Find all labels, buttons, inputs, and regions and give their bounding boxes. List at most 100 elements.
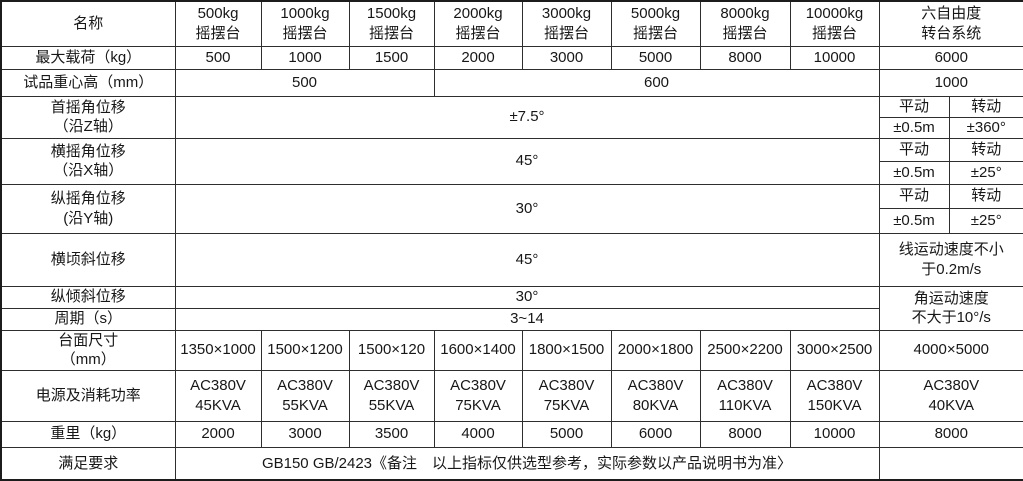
header-platform-1000kg: 1000kg 摇摆台 xyxy=(260,0,350,47)
max-load-value: 3000 xyxy=(521,45,612,70)
yaw-translation-value: ±0.5m xyxy=(878,116,950,139)
power-value-6dof: AC380V 40KVA xyxy=(878,369,1023,422)
row-roll: 横摇角位移 （沿X轴） 45° 平动 转动 xyxy=(0,137,1023,185)
pitch-translation-header: 平动 xyxy=(878,183,950,209)
header-6dof-system: 六自由度 转台系统 xyxy=(878,0,1023,47)
table-size-value: 1500×120 xyxy=(348,329,435,371)
weight-label: 重里（kg） xyxy=(0,420,176,448)
row-period: 周期（s） 3~14 xyxy=(0,307,1023,331)
header-platform-5000kg: 5000kg 摇摆台 xyxy=(610,0,701,47)
cg-height-label: 试品重心高（mm） xyxy=(0,68,176,97)
max-load-value: 5000 xyxy=(610,45,701,70)
requirement-label: 满足要求 xyxy=(0,446,176,481)
angular-speed-note: 角运动速度 不大于10°/s xyxy=(878,285,1023,331)
power-value: AC380V 75KVA xyxy=(433,369,523,422)
header-platform-3000kg: 3000kg 摇摆台 xyxy=(521,0,612,47)
row-power: 电源及消耗功率 AC380V 45KVA AC380V 55KVA AC380V… xyxy=(0,369,1023,422)
row-lateral-tilt: 横顷斜位移 45° 线运动速度不小 于0.2m/s xyxy=(0,232,1023,287)
period-label: 周期（s） xyxy=(0,307,176,331)
max-load-value: 1500 xyxy=(348,45,435,70)
weight-value: 6000 xyxy=(610,420,701,448)
roll-main-value: 45° xyxy=(174,137,880,185)
yaw-label: 首摇角位移 （沿Z轴） xyxy=(0,95,176,139)
roll-translation-value: ±0.5m xyxy=(878,160,950,185)
max-load-value: 10000 xyxy=(789,45,880,70)
header-platform-1500kg: 1500kg 摇摆台 xyxy=(348,0,435,47)
pitch-rotation-header: 转动 xyxy=(948,183,1023,209)
row-roll-sub: ±0.5m ±25° xyxy=(1,160,1023,185)
table-size-value: 2000×1800 xyxy=(610,329,701,371)
power-value: AC380V 55KVA xyxy=(348,369,435,422)
max-load-value-6dof: 6000 xyxy=(878,45,1023,70)
cg-height-value-small: 500 xyxy=(174,68,435,97)
table-size-value: 1350×1000 xyxy=(174,329,262,371)
row-requirement: 满足要求 GB150 GB/2423《备注 以上指标仅供选型参考，实际参数以产品… xyxy=(0,446,1023,481)
weight-value: 2000 xyxy=(174,420,262,448)
row-yaw: 首摇角位移 （沿Z轴） ±7.5° 平动 转动 xyxy=(0,95,1023,139)
long-tilt-main-value: 30° xyxy=(174,285,880,309)
row-weight: 重里（kg） 2000 3000 3500 4000 5000 6000 800… xyxy=(0,420,1023,448)
yaw-rotation-header: 转动 xyxy=(948,95,1023,118)
table-size-value-6dof: 4000×5000 xyxy=(878,329,1023,371)
power-value: AC380V 75KVA xyxy=(521,369,612,422)
table-size-value: 2500×2200 xyxy=(699,329,791,371)
row-pitch: 纵摇角位移 (沿Y轴) 30° 平动 转动 xyxy=(0,183,1023,234)
power-value: AC380V 110KVA xyxy=(699,369,791,422)
row-cg-height: 试品重心高（mm） 500 600 1000 xyxy=(0,68,1023,97)
power-value: AC380V 150KVA xyxy=(789,369,880,422)
weight-value: 8000 xyxy=(699,420,791,448)
lateral-tilt-label: 横顷斜位移 xyxy=(0,232,176,287)
requirement-empty-cell xyxy=(878,446,1023,481)
long-tilt-label: 纵倾斜位移 xyxy=(0,285,176,309)
weight-value: 4000 xyxy=(433,420,523,448)
table-size-value: 3000×2500 xyxy=(789,329,880,371)
requirement-text: GB150 GB/2423《备注 以上指标仅供选型参考，实际参数以产品说明书为准… xyxy=(174,446,880,481)
header-name: 名称 xyxy=(0,0,176,47)
period-main-value: 3~14 xyxy=(174,307,880,331)
weight-value: 10000 xyxy=(789,420,880,448)
pitch-translation-value: ±0.5m xyxy=(878,207,950,234)
lateral-tilt-main-value: 45° xyxy=(174,232,880,287)
header-platform-500kg: 500kg 摇摆台 xyxy=(174,0,262,47)
roll-label: 横摇角位移 （沿X轴） xyxy=(0,137,176,185)
roll-rotation-header: 转动 xyxy=(948,137,1023,162)
pitch-rotation-value: ±25° xyxy=(948,207,1023,234)
power-value: AC380V 55KVA xyxy=(260,369,350,422)
row-long-tilt: 纵倾斜位移 30° 角运动速度 不大于10°/s xyxy=(0,285,1023,331)
power-value: AC380V 80KVA xyxy=(610,369,701,422)
row-pitch-sub: ±0.5m ±25° xyxy=(1,207,1023,234)
weight-value-6dof: 8000 xyxy=(878,420,1023,448)
row-table-size: 台面尺寸 （mm） 1350×1000 1500×1200 1500×120 1… xyxy=(0,329,1023,371)
header-platform-10000kg: 10000kg 摇摆台 xyxy=(789,0,880,47)
weight-value: 5000 xyxy=(521,420,612,448)
max-load-value: 500 xyxy=(174,45,262,70)
yaw-rotation-value: ±360° xyxy=(948,116,1023,139)
cg-height-value-6dof: 1000 xyxy=(878,68,1023,97)
weight-value: 3500 xyxy=(348,420,435,448)
roll-translation-header: 平动 xyxy=(878,137,950,162)
weight-value: 3000 xyxy=(260,420,350,448)
row-max-load: 最大载荷（kg） 500 1000 1500 2000 3000 5000 80… xyxy=(0,45,1023,70)
header-row: 名称 500kg 摇摆台 1000kg 摇摆台 1500kg 摇摆台 2000k… xyxy=(0,0,1023,47)
roll-rotation-value: ±25° xyxy=(948,160,1023,185)
yaw-main-value: ±7.5° xyxy=(174,95,880,139)
yaw-translation-header: 平动 xyxy=(878,95,950,118)
table-size-value: 1800×1500 xyxy=(521,329,612,371)
max-load-value: 8000 xyxy=(699,45,791,70)
header-platform-2000kg: 2000kg 摇摆台 xyxy=(433,0,523,47)
cg-height-value-large: 600 xyxy=(433,68,880,97)
table-size-value: 1600×1400 xyxy=(433,329,523,371)
pitch-label: 纵摇角位移 (沿Y轴) xyxy=(0,183,176,234)
table-size-value: 1500×1200 xyxy=(260,329,350,371)
power-value: AC380V 45KVA xyxy=(174,369,262,422)
header-platform-8000kg: 8000kg 摇摆台 xyxy=(699,0,791,47)
max-load-value: 1000 xyxy=(260,45,350,70)
linear-speed-note: 线运动速度不小 于0.2m/s xyxy=(878,232,1023,287)
max-load-value: 2000 xyxy=(433,45,523,70)
max-load-label: 最大载荷（kg） xyxy=(0,45,176,70)
power-label: 电源及消耗功率 xyxy=(0,369,176,422)
pitch-main-value: 30° xyxy=(174,183,880,234)
table-size-label: 台面尺寸 （mm） xyxy=(0,329,176,371)
